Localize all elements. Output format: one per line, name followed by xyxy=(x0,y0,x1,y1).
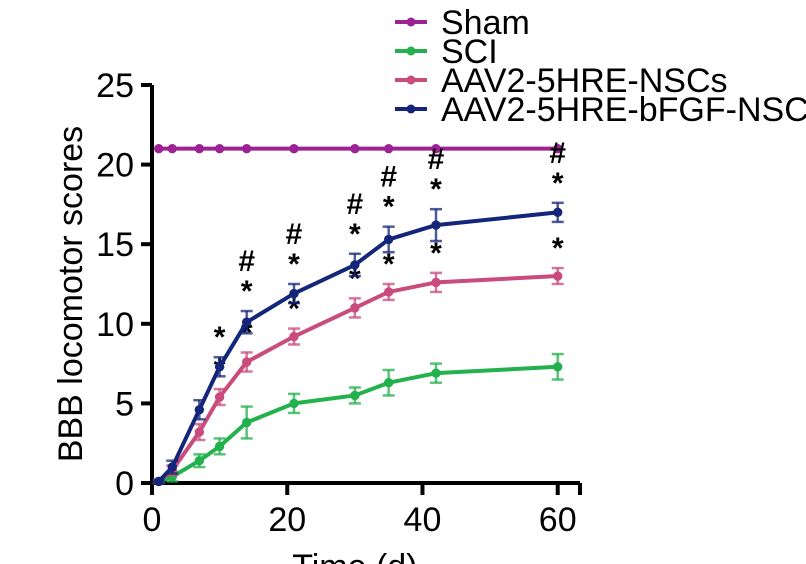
data-point xyxy=(350,390,360,401)
series-aav2-5hre-nscs: * * * * * * * xyxy=(152,232,564,487)
significance-marker: * xyxy=(552,232,564,265)
data-point xyxy=(553,143,563,154)
data-point xyxy=(431,220,441,230)
significance-marker: * xyxy=(241,275,253,308)
data-point xyxy=(350,260,360,270)
significance-marker: # xyxy=(347,188,364,221)
significance-marker: # xyxy=(549,137,566,170)
data-point xyxy=(194,405,205,415)
data-point xyxy=(431,143,441,154)
legend-label: Sham xyxy=(441,4,530,42)
y-tick-label: 25 xyxy=(96,67,134,105)
significance-marker: # xyxy=(380,161,397,194)
data-point xyxy=(383,378,394,388)
y-tick-label: 5 xyxy=(115,385,134,423)
data-point xyxy=(553,271,563,281)
legend-label: AAV2-5HRE-bFGF-NSCs xyxy=(441,91,806,129)
data-point xyxy=(383,143,394,154)
legend-marker xyxy=(406,104,416,114)
legend-label: AAV2-5HRE-NSCs xyxy=(441,62,728,100)
data-point xyxy=(214,362,225,372)
data-point xyxy=(289,331,299,342)
significance-marker: * xyxy=(349,218,361,251)
legend-item-sham: Sham xyxy=(395,4,530,42)
x-tick-label: 60 xyxy=(539,501,577,539)
data-point xyxy=(214,441,225,452)
legend-marker xyxy=(406,17,416,27)
x-axis-title: Time (d) xyxy=(292,548,417,564)
series-aav2-5hre-bfgf-nscs: **# *# *# *# *#*# xyxy=(152,137,566,487)
data-point xyxy=(194,427,205,437)
legend-item-aav2-5hre-nscs: AAV2-5HRE-NSCs xyxy=(395,62,728,100)
data-point xyxy=(154,143,164,154)
data-point xyxy=(289,143,299,154)
significance-marker: * xyxy=(430,173,442,206)
significance-marker: * xyxy=(383,248,395,281)
significance-marker: * xyxy=(383,191,395,224)
data-point xyxy=(383,287,394,297)
data-point xyxy=(214,143,225,154)
significance-marker: * xyxy=(288,248,300,281)
legend-label: SCI xyxy=(441,33,498,71)
data-point xyxy=(241,357,252,367)
data-point xyxy=(194,143,205,154)
legend-marker xyxy=(406,75,416,85)
data-point xyxy=(241,417,252,428)
y-tick-label: 0 xyxy=(115,465,134,503)
significance-marker: # xyxy=(428,143,445,176)
data-point xyxy=(350,143,360,154)
significance-marker: * xyxy=(430,237,442,270)
data-point xyxy=(241,143,252,154)
x-tick-label: 0 xyxy=(143,501,162,539)
data-point xyxy=(241,317,252,327)
legend-item-sci: SCI xyxy=(395,33,498,71)
series-line xyxy=(156,274,560,484)
legend-item-aav2-5hre-bfgf-nscs: AAV2-5HRE-bFGF-NSCs xyxy=(395,91,806,129)
y-tick-label: 20 xyxy=(96,147,134,185)
data-point xyxy=(154,476,164,487)
data-point xyxy=(214,392,225,402)
x-tick-label: 40 xyxy=(404,501,442,539)
significance-marker: * xyxy=(214,321,226,354)
data-point xyxy=(553,362,563,372)
data-point xyxy=(350,303,360,313)
x-tick-label: 20 xyxy=(268,501,306,539)
data-point xyxy=(383,234,394,245)
series-line xyxy=(156,364,560,484)
y-axis-title: BBB locomotor scores xyxy=(52,126,90,462)
significance-marker: * xyxy=(552,167,564,200)
y-tick-label: 15 xyxy=(96,226,134,264)
data-point xyxy=(194,456,205,466)
data-point xyxy=(289,288,299,299)
significance-marker: # xyxy=(286,218,303,251)
data-point xyxy=(431,368,441,378)
data-point xyxy=(167,462,177,472)
legend-marker xyxy=(406,46,416,56)
series-line xyxy=(156,210,560,484)
data-point xyxy=(553,207,563,218)
data-point xyxy=(167,143,177,154)
y-tick-label: 10 xyxy=(96,306,134,344)
significance-marker: * xyxy=(288,293,300,326)
series-sham xyxy=(154,143,563,154)
significance-marker: # xyxy=(238,245,255,278)
significance-marker: * xyxy=(349,262,361,295)
data-point xyxy=(289,398,299,409)
data-point xyxy=(431,277,441,288)
